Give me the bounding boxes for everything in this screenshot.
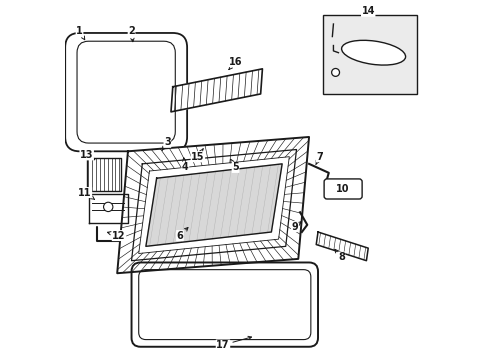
Text: 9: 9 (291, 222, 301, 231)
Text: 15: 15 (191, 149, 204, 162)
Polygon shape (86, 158, 121, 191)
Text: 12: 12 (107, 231, 125, 240)
Text: 16: 16 (228, 57, 242, 69)
Polygon shape (316, 232, 367, 261)
Text: 14: 14 (361, 6, 374, 17)
Circle shape (331, 68, 339, 76)
Text: 6: 6 (176, 228, 187, 240)
Polygon shape (171, 69, 262, 112)
Text: 8: 8 (334, 249, 344, 262)
Polygon shape (117, 137, 308, 273)
Text: 3: 3 (162, 138, 170, 150)
Text: 13: 13 (80, 150, 95, 160)
Ellipse shape (341, 40, 405, 65)
Bar (323, 15, 416, 94)
Circle shape (103, 202, 113, 212)
FancyBboxPatch shape (324, 179, 362, 199)
FancyBboxPatch shape (65, 33, 187, 151)
Polygon shape (145, 164, 282, 246)
Text: 4: 4 (182, 158, 188, 172)
Text: 7: 7 (315, 152, 323, 165)
FancyBboxPatch shape (131, 262, 317, 347)
Text: 2: 2 (128, 26, 135, 42)
Text: 17: 17 (216, 336, 251, 350)
Polygon shape (88, 194, 128, 223)
Text: 10: 10 (336, 184, 349, 194)
Text: 11: 11 (78, 188, 94, 199)
Text: 5: 5 (230, 159, 239, 172)
Text: 1: 1 (76, 26, 84, 40)
